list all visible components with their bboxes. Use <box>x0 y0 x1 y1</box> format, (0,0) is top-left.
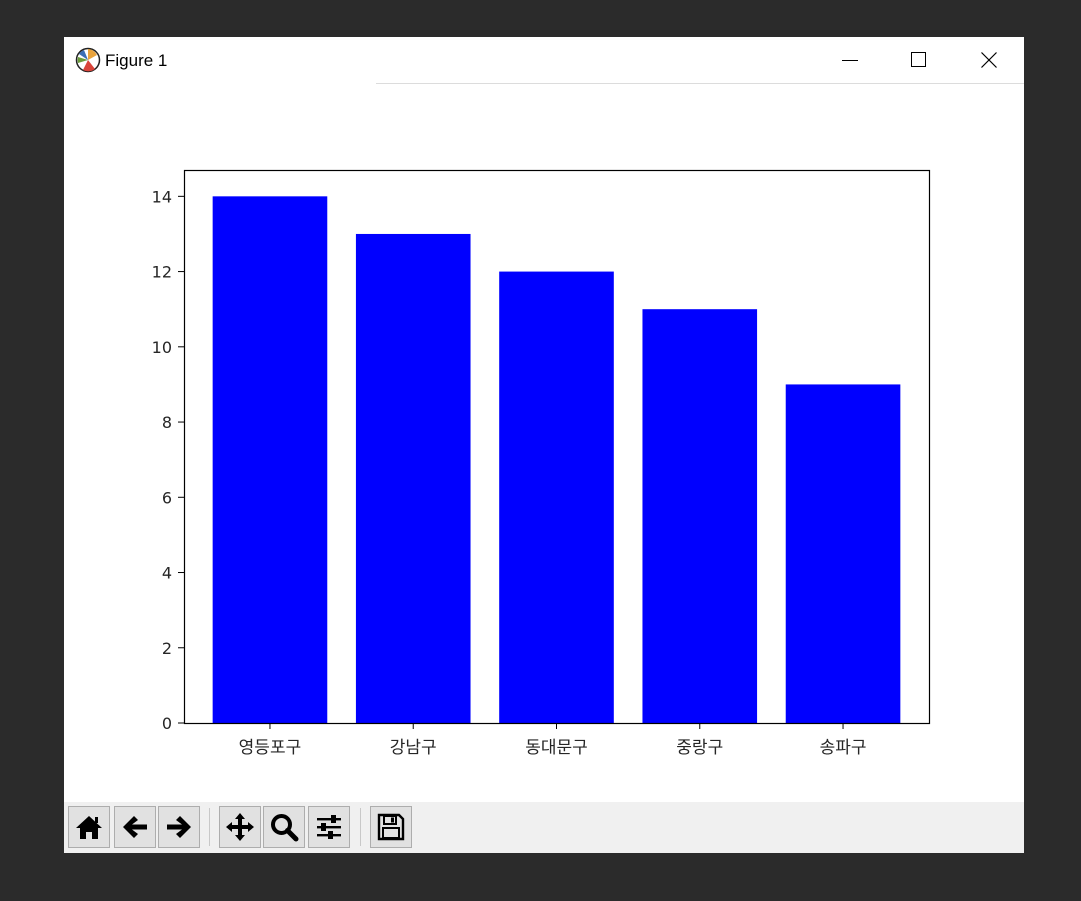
figure-window: Figure 1 0 2 4 6 8 10 12 14 영등포구 강남구 동대문구 중랑구 송파구 <box>64 37 1024 853</box>
matplotlib-icon <box>75 47 101 73</box>
y-tick-label: 0 <box>162 714 172 733</box>
navigation-toolbar <box>64 802 1024 853</box>
close-icon <box>981 52 997 68</box>
configure-subplots-icon <box>317 815 341 839</box>
bar-chart: 0 2 4 6 8 10 12 14 영등포구 강남구 동대문구 중랑구 송파구 <box>152 169 931 758</box>
save-button[interactable] <box>370 806 412 848</box>
y-tick-label: 8 <box>162 413 172 432</box>
x-tick-label: 중랑구 <box>676 738 723 758</box>
minimize-icon <box>842 60 858 61</box>
zoom-button[interactable] <box>263 806 305 848</box>
bar <box>785 384 901 723</box>
bar <box>642 309 758 723</box>
toolbar-separator <box>209 808 210 846</box>
forward-button[interactable] <box>158 806 200 848</box>
back-arrow-icon <box>123 816 147 838</box>
forward-arrow-icon <box>167 816 191 838</box>
toolbar-separator <box>360 808 361 846</box>
x-tick-label: 동대문구 <box>525 738 588 758</box>
close-button[interactable] <box>954 37 1024 83</box>
back-button[interactable] <box>114 806 156 848</box>
save-icon <box>377 813 405 841</box>
home-icon <box>76 816 102 839</box>
bar <box>212 196 328 723</box>
y-tick-label: 10 <box>152 338 172 357</box>
maximize-icon <box>911 52 926 67</box>
x-tick-label: 영등포구 <box>239 738 302 758</box>
zoom-icon <box>271 814 299 842</box>
x-tick-label: 강남구 <box>390 738 437 758</box>
minimize-button[interactable] <box>815 37 885 83</box>
configure-subplots-button[interactable] <box>308 806 350 848</box>
bar <box>355 233 471 723</box>
maximize-button[interactable] <box>884 37 954 83</box>
window-title: Figure 1 <box>105 51 168 70</box>
y-tick-label: 6 <box>162 488 172 507</box>
y-tick-label: 12 <box>152 263 172 282</box>
pan-icon <box>226 813 254 841</box>
y-tick-label: 2 <box>162 639 172 658</box>
bar <box>499 271 614 723</box>
title-bar-divider <box>376 83 1024 84</box>
y-tick-label: 14 <box>152 187 172 206</box>
title-bar[interactable]: Figure 1 <box>64 37 1024 83</box>
x-tick-label: 송파구 <box>820 738 867 758</box>
pan-button[interactable] <box>219 806 261 848</box>
home-button[interactable] <box>68 806 110 848</box>
y-tick-label: 4 <box>162 564 172 583</box>
